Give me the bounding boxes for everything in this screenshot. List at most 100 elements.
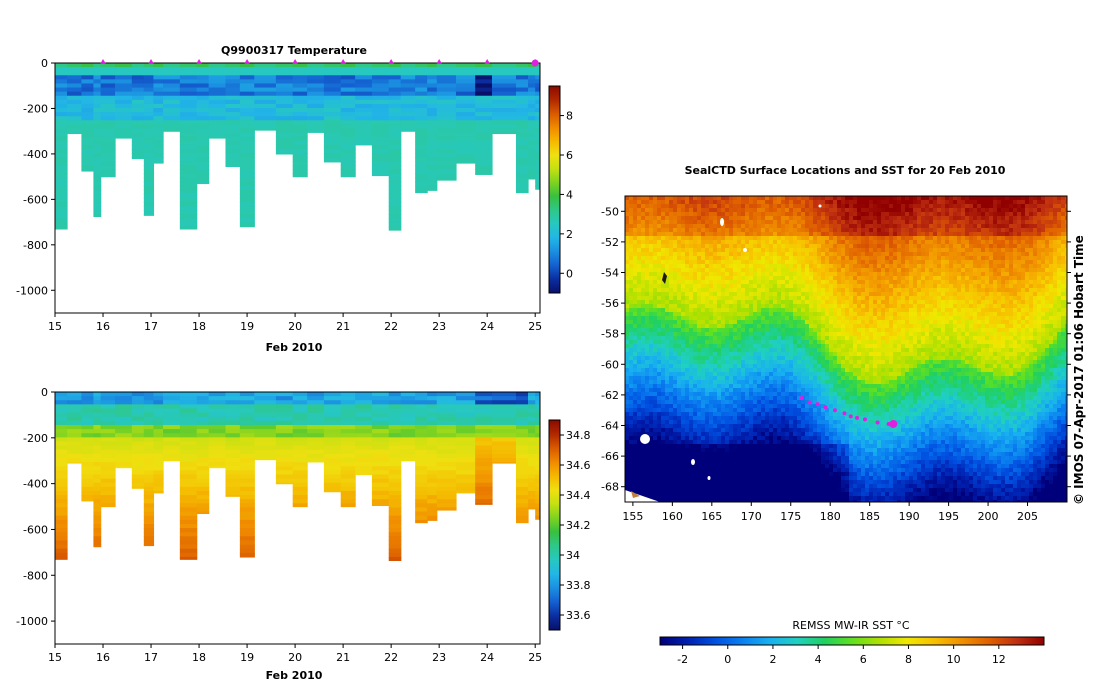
salinity-cell: [515, 437, 529, 443]
temperature-cell: [100, 99, 116, 105]
salinity-cell: [131, 400, 145, 405]
salinity-cell: [179, 490, 198, 496]
temperature-cell: [527, 140, 536, 146]
salinity-cell: [340, 482, 356, 488]
temperature-cell: [179, 218, 198, 224]
salinity-cell: [225, 408, 241, 414]
salinity-cell: [292, 420, 308, 426]
salinity-cell: [415, 466, 428, 471]
salinity-cell: [427, 441, 438, 447]
salinity-cell: [93, 490, 102, 496]
salinity-cell: [239, 433, 255, 438]
temperature-cell: [153, 95, 164, 101]
salinity-cell: [179, 396, 198, 401]
salinity-cell: [535, 486, 540, 492]
salinity-cell: [340, 416, 356, 422]
temperature-cell: [55, 103, 68, 109]
salinity-cell: [93, 457, 102, 463]
salinity-cell: [179, 523, 198, 529]
salinity-cell: [55, 420, 68, 426]
salinity-cell: [415, 519, 428, 524]
temperature-cell: [292, 161, 308, 166]
sst-colorbar-tick-label: 2: [769, 653, 776, 666]
temperature-cell: [239, 177, 255, 183]
temperature-cell: [196, 128, 210, 134]
temperature-cell: [275, 136, 294, 142]
salinity-cell: [239, 470, 255, 476]
salinity-cell: [515, 453, 529, 459]
salinity-cell: [143, 507, 155, 513]
temperature-cell: [93, 144, 102, 150]
temperature-cell: [491, 128, 517, 134]
x-tick-label: 18: [192, 651, 206, 664]
temperature-y-axis: 0-200-400-600-800-1000: [16, 57, 55, 297]
temperature-cell: [340, 148, 356, 154]
temperature-cell: [131, 75, 145, 80]
colorbar-tick-label: 33.8: [566, 579, 591, 592]
salinity-cell: [239, 511, 255, 517]
salinity-cell: [81, 437, 95, 443]
temperature-cell: [275, 75, 294, 80]
temperature-cell: [388, 87, 402, 93]
temperature-cell: [93, 173, 102, 179]
salinity-cell: [239, 515, 255, 521]
salinity-cell: [388, 528, 402, 533]
salinity-cell: [67, 462, 83, 464]
salinity-cell: [388, 462, 402, 467]
temperature-cell: [143, 103, 155, 109]
salinity-cell: [93, 474, 102, 480]
salinity-cell: [55, 540, 68, 546]
salinity-cell: [55, 482, 68, 488]
salinity-cell: [323, 392, 342, 397]
salinity-cell: [153, 400, 164, 405]
temperature-cell: [371, 153, 390, 158]
salinity-cell: [427, 507, 438, 513]
salinity-cell: [81, 400, 95, 405]
temperature-cell: [307, 67, 325, 72]
temperature-cell: [415, 173, 428, 179]
temperature-cell: [292, 153, 308, 158]
salinity-cell: [307, 429, 325, 434]
temperature-cell: [340, 157, 356, 162]
temperature-cell: [527, 63, 536, 68]
salinity-cell: [275, 482, 294, 485]
salinity-cell: [475, 482, 493, 488]
salinity-cell: [427, 474, 438, 480]
temperature-cell: [388, 83, 402, 89]
sst-colorbar-tick-label: 12: [992, 653, 1006, 666]
salinity-cell: [340, 453, 356, 459]
salinity-cell: [388, 433, 402, 438]
temperature-cell: [415, 136, 428, 142]
temperature-cell: [196, 116, 210, 121]
salinity-cell: [527, 437, 536, 443]
temperature-cell: [153, 153, 164, 158]
salinity-cell: [535, 457, 540, 463]
temperature-cell: [143, 91, 155, 97]
salinity-cell: [355, 412, 373, 418]
salinity-cell: [455, 424, 476, 430]
salinity-cell: [153, 466, 164, 471]
temperature-cell: [163, 87, 181, 93]
temperature-cell: [371, 99, 390, 105]
salinity-cell: [275, 453, 294, 459]
colorbar-tick-label: 4: [566, 188, 573, 201]
salinity-cell: [179, 515, 198, 521]
salinity-cell: [131, 416, 145, 422]
seal-location: [862, 417, 867, 422]
temperature-cell: [254, 71, 277, 76]
temperature-cell: [323, 75, 342, 80]
temperature-cell: [239, 218, 255, 224]
salinity-cell: [275, 457, 294, 463]
salinity-cell: [225, 482, 241, 488]
salinity-cell: [143, 536, 155, 542]
temperature-cell: [179, 124, 198, 130]
temperature-cell: [515, 144, 529, 150]
temperature-cell: [436, 128, 457, 134]
temperature-cell: [67, 132, 83, 135]
salinity-cell: [100, 457, 116, 463]
temperature-cell: [55, 222, 68, 228]
salinity-cell: [239, 416, 255, 422]
salinity-cell: [307, 392, 325, 397]
salinity-cell: [415, 433, 428, 438]
salinity-cell: [323, 453, 342, 459]
